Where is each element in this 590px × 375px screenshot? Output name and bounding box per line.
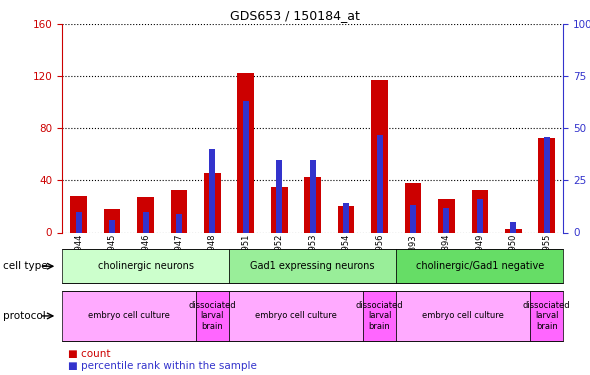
Text: Gad1 expressing neurons: Gad1 expressing neurons: [250, 261, 375, 271]
Bar: [544, 137, 550, 232]
Bar: [70, 196, 87, 232]
Bar: [204, 172, 221, 232]
Bar: [171, 190, 187, 232]
Bar: [271, 187, 287, 232]
Text: dissociated
larval
brain: dissociated larval brain: [189, 301, 236, 331]
Bar: [337, 207, 355, 232]
Bar: [209, 149, 215, 232]
Bar: [405, 183, 421, 232]
Bar: [505, 229, 522, 232]
Bar: [104, 209, 120, 232]
Bar: [376, 135, 382, 232]
Bar: [538, 138, 555, 232]
Text: embryo cell culture: embryo cell culture: [422, 311, 504, 320]
Bar: [276, 160, 282, 232]
Text: dissociated
larval
brain: dissociated larval brain: [523, 301, 571, 331]
Bar: [371, 80, 388, 232]
Text: embryo cell culture: embryo cell culture: [255, 311, 337, 320]
Bar: [109, 220, 115, 232]
Bar: [137, 197, 154, 232]
Bar: [304, 177, 321, 232]
Bar: [410, 206, 416, 232]
Bar: [76, 211, 81, 232]
Bar: [471, 190, 488, 232]
Bar: [176, 214, 182, 232]
Bar: [237, 72, 254, 232]
Text: GDS653 / 150184_at: GDS653 / 150184_at: [230, 9, 360, 22]
Text: protocol: protocol: [3, 311, 45, 321]
Text: ■ count: ■ count: [68, 350, 110, 359]
Text: cell type: cell type: [3, 261, 48, 271]
Text: embryo cell culture: embryo cell culture: [88, 311, 170, 320]
Bar: [444, 207, 450, 232]
Bar: [343, 203, 349, 232]
Bar: [510, 222, 516, 232]
Bar: [310, 160, 316, 232]
Text: cholinergic/Gad1 negative: cholinergic/Gad1 negative: [416, 261, 544, 271]
Text: ■ percentile rank within the sample: ■ percentile rank within the sample: [68, 361, 257, 370]
Bar: [438, 199, 455, 232]
Text: dissociated
larval
brain: dissociated larval brain: [356, 301, 404, 331]
Text: cholinergic neurons: cholinergic neurons: [97, 261, 194, 271]
Bar: [143, 211, 149, 232]
Bar: [243, 101, 249, 232]
Bar: [477, 199, 483, 232]
